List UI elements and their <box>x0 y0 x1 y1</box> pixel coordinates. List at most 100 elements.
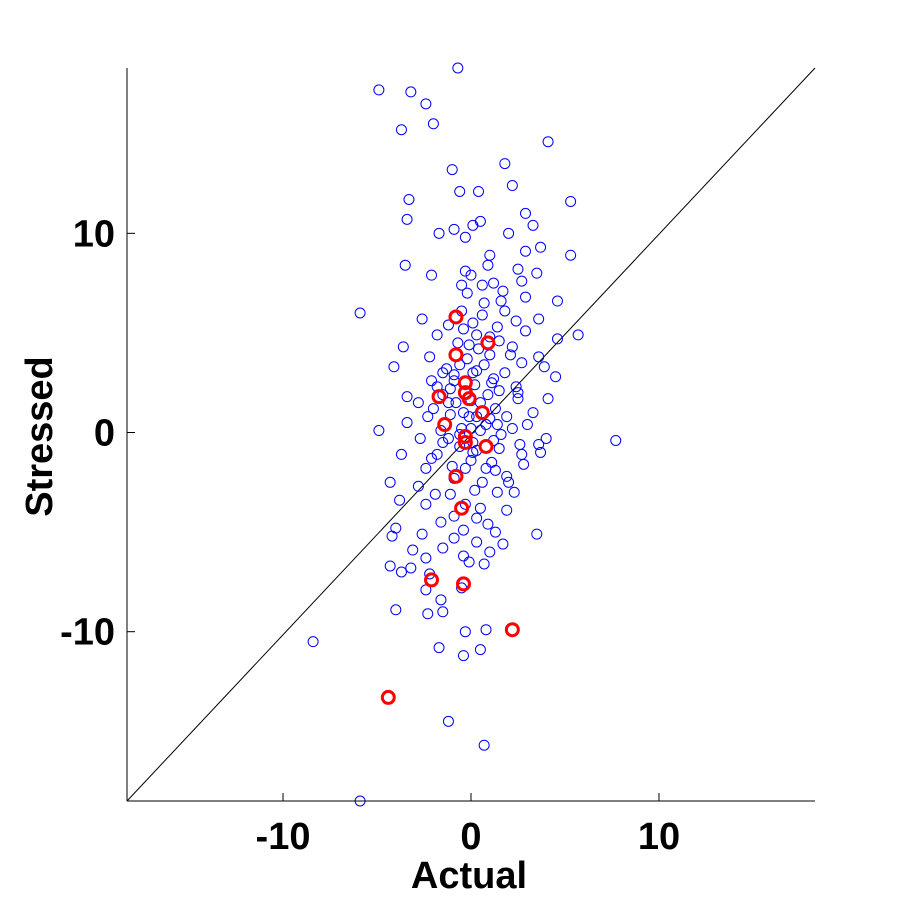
data-point <box>565 195 577 207</box>
data-point <box>501 411 513 423</box>
data-point <box>437 606 449 618</box>
data-point <box>551 333 563 345</box>
highlight-point <box>455 576 471 592</box>
data-point <box>457 550 469 562</box>
data-point <box>414 432 426 444</box>
data-point <box>542 136 554 148</box>
data-point <box>471 329 483 341</box>
data-point <box>467 219 479 231</box>
data-point <box>405 562 417 574</box>
data-point <box>478 359 490 371</box>
data-point <box>516 275 528 287</box>
data-point <box>401 213 413 225</box>
data-point <box>480 462 492 474</box>
data-point <box>426 269 438 281</box>
data-point <box>426 375 438 387</box>
data-point <box>471 536 483 548</box>
data-point <box>538 361 550 373</box>
y-tick-label: -10 <box>60 612 115 654</box>
data-point <box>463 339 475 351</box>
data-point <box>354 307 366 319</box>
data-point <box>495 295 507 307</box>
data-point <box>459 265 471 277</box>
data-point <box>572 329 584 341</box>
y-tick-label: 0 <box>94 413 115 455</box>
data-point <box>420 584 432 596</box>
data-point <box>463 411 475 423</box>
data-point <box>516 448 528 460</box>
data-point <box>527 407 539 419</box>
data-point <box>395 124 407 136</box>
data-point <box>373 84 385 96</box>
data-point <box>518 458 530 470</box>
data-point <box>307 636 319 648</box>
data-point <box>551 295 563 307</box>
data-point <box>431 448 443 460</box>
data-point <box>510 315 522 327</box>
data-point <box>456 279 468 291</box>
data-point <box>478 739 490 751</box>
data-point <box>488 277 500 289</box>
data-point <box>533 438 545 450</box>
data-point <box>427 118 439 130</box>
data-point <box>531 267 543 279</box>
data-point <box>512 263 524 275</box>
data-point <box>407 544 419 556</box>
data-point <box>527 219 539 231</box>
data-point <box>535 241 547 253</box>
data-point <box>503 227 515 239</box>
data-point <box>533 313 545 325</box>
data-point <box>514 438 526 450</box>
data-point <box>401 391 413 403</box>
data-point <box>457 650 469 662</box>
data-point <box>465 269 477 281</box>
data-point <box>427 403 439 415</box>
data-point <box>493 335 505 347</box>
data-point <box>394 494 406 506</box>
data-point <box>431 329 443 341</box>
data-point <box>489 403 501 415</box>
data-point <box>476 279 488 291</box>
data-point <box>491 419 503 431</box>
highlight-point <box>448 347 464 363</box>
data-point <box>459 462 471 474</box>
data-point <box>395 448 407 460</box>
data-point <box>465 454 477 466</box>
highlight-point <box>461 391 477 407</box>
data-point <box>461 287 473 299</box>
x-axis-label: Actual <box>411 855 527 897</box>
data-point <box>493 442 505 454</box>
data-point <box>452 337 464 349</box>
data-point <box>506 423 518 435</box>
data-point <box>448 532 460 544</box>
data-point <box>433 227 445 239</box>
data-point <box>531 528 543 540</box>
highlight-point <box>454 500 470 516</box>
data-point <box>426 452 438 464</box>
data-point <box>429 488 441 500</box>
data-point <box>416 528 428 540</box>
data-point <box>386 530 398 542</box>
data-point <box>471 512 483 524</box>
data-point <box>442 319 454 331</box>
data-point <box>416 313 428 325</box>
y-ticks: -10 0 10 <box>60 213 135 654</box>
data-point <box>444 409 456 421</box>
data-point <box>399 259 411 271</box>
data-point <box>412 397 424 409</box>
data-point <box>446 164 458 176</box>
data-point <box>484 349 496 361</box>
highlight-point <box>457 434 473 450</box>
data-point <box>474 644 486 656</box>
highlight-point <box>474 405 490 421</box>
data-point <box>459 498 471 510</box>
data-point <box>469 484 481 496</box>
data-point <box>467 317 479 329</box>
data-point <box>497 285 509 297</box>
highlight-point <box>480 335 496 351</box>
data-point <box>520 325 532 337</box>
highlight-point <box>424 572 440 588</box>
data-point <box>403 193 415 205</box>
data-point <box>448 510 460 522</box>
